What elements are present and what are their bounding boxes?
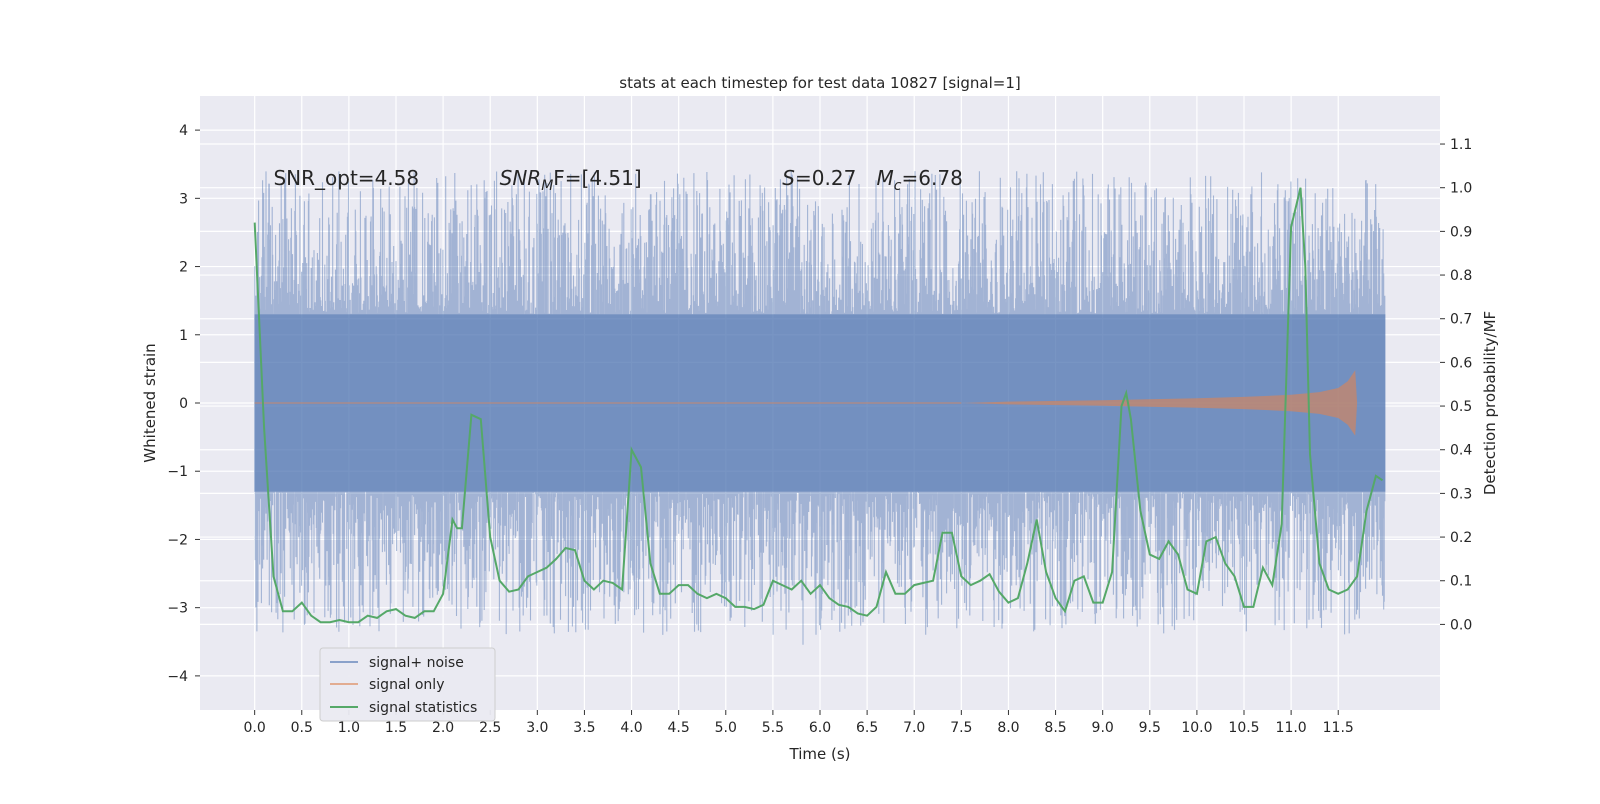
x-tick-label: 6.5 [856, 720, 878, 736]
x-tick-label: 3.0 [526, 720, 548, 736]
y-tick-label-right: 0.7 [1450, 312, 1472, 328]
x-tick-label: 4.5 [668, 720, 690, 736]
x-tick-label: 5.5 [762, 720, 784, 736]
legend-label-signal-only: signal only [369, 677, 444, 693]
y-tick-label-left: −1 [167, 464, 188, 480]
signal-only-series [254, 370, 1358, 436]
y-axis-left-ticks: 4 3 2 1 0 −1 −2 −3 −4 [167, 123, 200, 685]
y-tick-label-left: 0 [179, 396, 188, 412]
x-tick-label: 9.0 [1092, 720, 1114, 736]
x-axis-ticks: 0.0 0.5 1.0 1.5 2.0 2.5 3.0 3.5 4.0 4.5 5.0 5.5 6.0 6… [244, 710, 1354, 736]
y-tick-label-right: 1.1 [1450, 137, 1472, 153]
y-tick-label-left: −2 [167, 532, 188, 548]
x-tick-label: 10.5 [1228, 720, 1259, 736]
x-tick-label: 2.5 [479, 720, 501, 736]
y-axis-right-label: Detection probability/MF [1481, 311, 1499, 495]
signal-only-envelope [961, 370, 1358, 436]
chart-title: stats at each timestep for test data 108… [619, 74, 1020, 92]
x-tick-label: 11.5 [1323, 720, 1354, 736]
annotation-1: SNRMF=[4.51] [500, 166, 642, 194]
x-tick-label: 7.0 [903, 720, 925, 736]
y-tick-label-right: 0.8 [1450, 268, 1472, 284]
y-tick-label-left: 2 [179, 260, 188, 276]
y-tick-label-right: 0.6 [1450, 355, 1472, 371]
y-tick-label-left: 1 [179, 328, 188, 344]
x-tick-label: 5.0 [715, 720, 737, 736]
y-tick-label-right: 0.0 [1450, 617, 1472, 633]
y-tick-label-right: 0.2 [1450, 530, 1472, 546]
y-tick-label-right: 0.1 [1450, 574, 1472, 590]
y-tick-label-left: −4 [167, 669, 188, 685]
y-tick-label-right: 0.4 [1450, 443, 1472, 459]
x-tick-label: 3.5 [573, 720, 595, 736]
x-tick-label: 8.5 [1044, 720, 1066, 736]
x-tick-label: 10.0 [1181, 720, 1212, 736]
y-tick-label-right: 1.0 [1450, 181, 1472, 197]
y-tick-label-right: 0.5 [1450, 399, 1472, 415]
y-tick-label-right: 0.9 [1450, 224, 1472, 240]
legend-label-signal-statistics: signal statistics [369, 700, 477, 716]
annotation-3: Mc=6.78 [877, 166, 963, 194]
x-tick-label: 8.0 [997, 720, 1019, 736]
x-tick-label: 9.5 [1139, 720, 1161, 736]
legend-label-signal-plus-noise: signal+ noise [369, 655, 464, 671]
signal-statistics-line [253, 187, 1384, 624]
signal-statistics-series [253, 187, 1384, 624]
annotations: SNR_opt=4.58 SNRMF=[4.51] S=0.27 Mc=6.78 [273, 166, 962, 194]
x-tick-label: 7.5 [950, 720, 972, 736]
legend-box [319, 647, 496, 722]
x-tick-label: 1.0 [338, 720, 360, 736]
y-axis-right-ticks: 1.1 1.0 0.9 0.8 0.7 0.6 0.5 0.4 0.3 0.2 0.1 0.0 [1440, 137, 1472, 633]
x-tick-label: 2.0 [432, 720, 454, 736]
x-tick-label: 11.0 [1276, 720, 1307, 736]
y-tick-label-left: 4 [179, 123, 188, 139]
y-tick-label-right: 0.3 [1450, 486, 1472, 502]
x-axis-label: Time (s) [789, 745, 851, 763]
annotation-2: S=0.27 [782, 166, 856, 190]
legend: signal+ noise signal only signal statist… [319, 647, 496, 722]
y-tick-label-left: 3 [179, 191, 188, 207]
x-tick-label: 0.5 [291, 720, 313, 736]
x-tick-label: 1.5 [385, 720, 407, 736]
y-axis-left-label: Whitened strain [141, 343, 159, 462]
x-tick-label: 4.0 [620, 720, 642, 736]
x-tick-label: 0.0 [244, 720, 266, 736]
x-tick-label: 6.0 [809, 720, 831, 736]
y-tick-label-left: −3 [167, 601, 188, 617]
annotation-0: SNR_opt=4.58 [273, 166, 419, 190]
